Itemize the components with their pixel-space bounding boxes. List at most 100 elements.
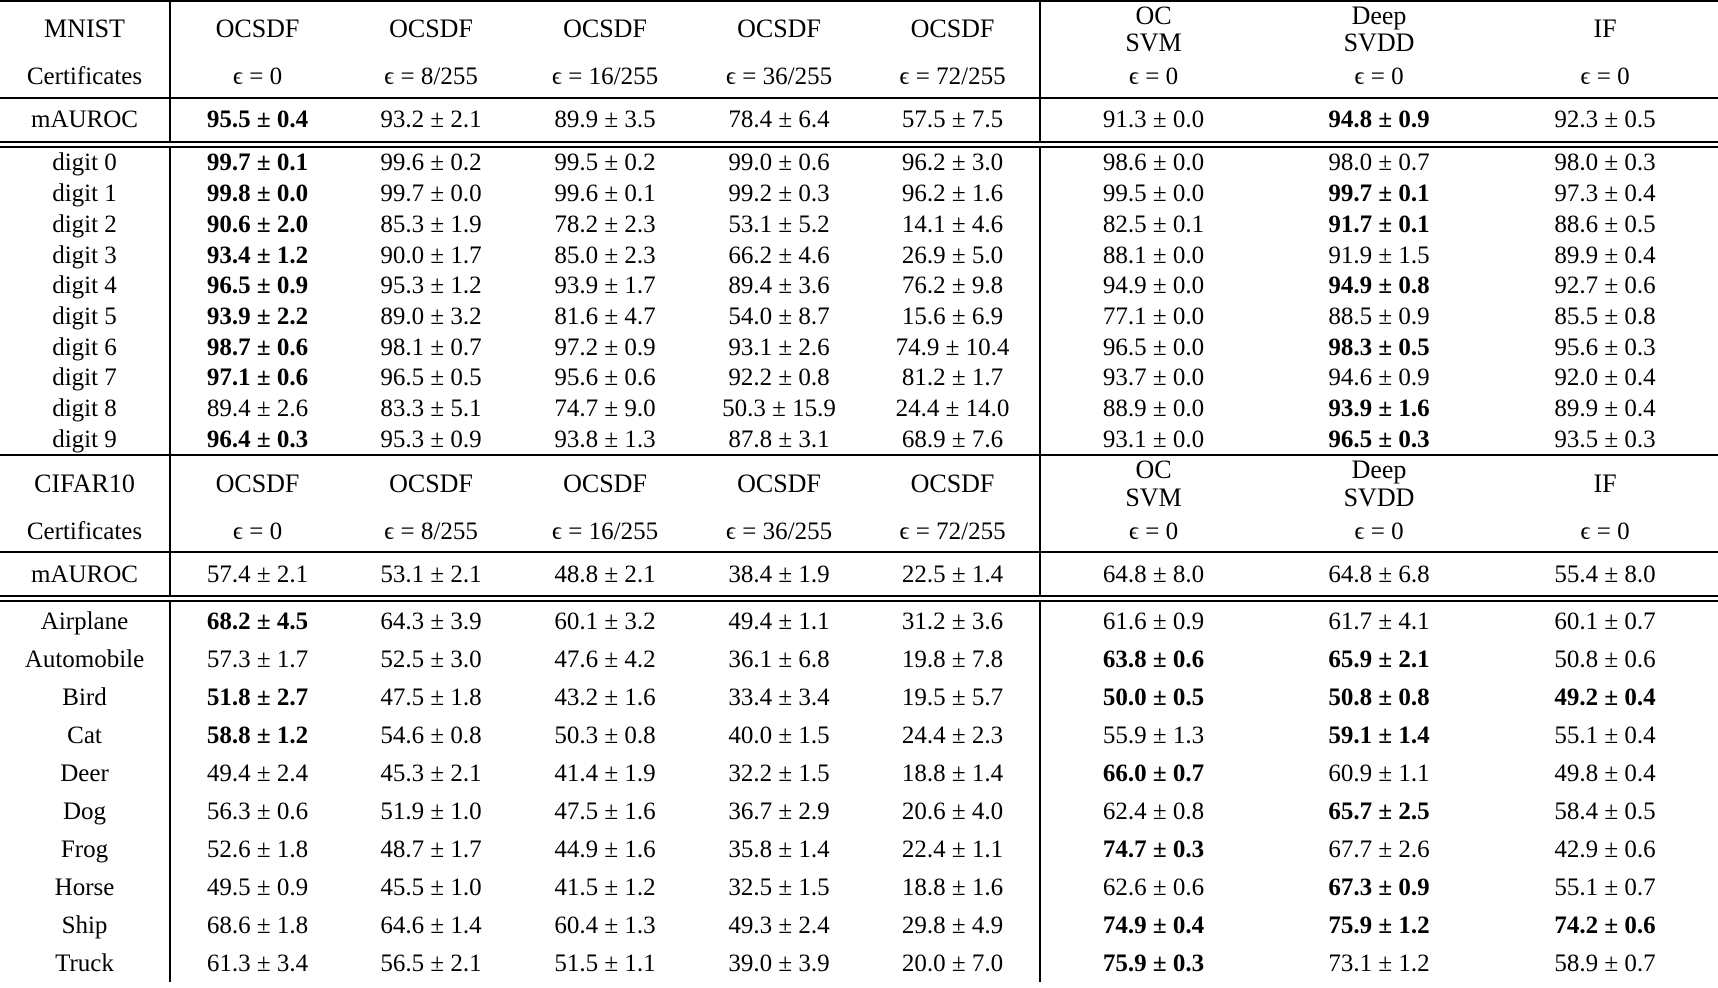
value-cell: 92.3 ± 0.5 xyxy=(1554,106,1656,134)
value-cell: 55.9 ± 1.3 xyxy=(1039,716,1266,755)
value-cell: 95.6 ± 0.6 xyxy=(554,364,656,392)
value-cell: 88.5 ± 0.9 xyxy=(1328,302,1430,330)
value-cell: 49.5 ± 0.9 xyxy=(169,868,344,907)
value-cell: 61.6 ± 0.9 xyxy=(1039,598,1266,641)
table-row: digit 1 99.8 ± 0.0 99.7 ± 0.0 99.6 ± 0.1 99.… xyxy=(0,178,1718,209)
value-cell: 49.2 ± 0.4 xyxy=(1554,683,1656,711)
row-label: digit 5 xyxy=(52,302,117,330)
value-cell: 91.7 ± 0.1 xyxy=(1328,210,1430,238)
value-cell: 85.5 ± 0.8 xyxy=(1554,302,1656,330)
value-cell: 51.8 ± 2.7 xyxy=(169,678,344,717)
table-row: Cat 58.8 ± 1.2 54.6 ± 0.8 50.3 ± 0.8 40.0 ± … xyxy=(0,716,1718,755)
value-cell: 85.3 ± 1.9 xyxy=(380,210,482,238)
value-cell: 18.8 ± 1.4 xyxy=(901,759,1004,787)
value-cell: 58.9 ± 0.7 xyxy=(1554,949,1656,977)
value-cell: 85.0 ± 2.3 xyxy=(554,241,656,269)
value-cell: 57.3 ± 1.7 xyxy=(169,640,344,679)
value-cell: 92.7 ± 0.6 xyxy=(1554,272,1656,300)
value-cell: 90.6 ± 2.0 xyxy=(169,208,344,240)
value-cell: 56.3 ± 0.6 xyxy=(169,792,344,831)
column-header-epsilon: ϵ = 16/255 xyxy=(551,63,659,91)
value-cell: 93.9 ± 1.6 xyxy=(1328,394,1430,422)
value-cell: 92.2 ± 0.8 xyxy=(728,364,830,392)
value-cell: 66.2 ± 4.6 xyxy=(728,241,830,269)
value-cell: 43.2 ± 1.6 xyxy=(554,683,656,711)
value-cell: 50.3 ± 15.9 xyxy=(722,394,836,422)
value-cell: 57.4 ± 2.1 xyxy=(169,552,344,599)
table-row: Truck 61.3 ± 3.4 56.5 ± 2.1 51.5 ± 1.1 39.0 … xyxy=(0,944,1718,983)
value-cell: 99.7 ± 0.1 xyxy=(169,144,344,179)
value-cell: 75.9 ± 1.2 xyxy=(1328,911,1430,939)
value-cell: 89.9 ± 0.4 xyxy=(1554,241,1656,269)
value-cell: 36.7 ± 2.9 xyxy=(728,797,830,825)
value-cell: 89.9 ± 3.5 xyxy=(554,106,656,134)
value-cell: 97.2 ± 0.9 xyxy=(554,333,656,361)
table-row: Bird 51.8 ± 2.7 47.5 ± 1.8 43.2 ± 1.6 33.4 ±… xyxy=(0,678,1718,717)
value-cell: 55.1 ± 0.4 xyxy=(1554,721,1656,749)
value-cell: 98.7 ± 0.6 xyxy=(169,331,344,363)
column-header-model: OCSDF xyxy=(910,468,995,498)
value-cell: 60.9 ± 1.1 xyxy=(1328,759,1430,787)
header-row-epsilon: Certificates ϵ = 0 ϵ = 8/255 ϵ = 16/255 ϵ = … xyxy=(0,511,1718,553)
table-row: digit 4 96.5 ± 0.9 95.3 ± 1.2 93.9 ± 1.7 89.… xyxy=(0,270,1718,302)
value-cell: 96.5 ± 0.0 xyxy=(1039,331,1266,363)
value-cell: 95.3 ± 1.2 xyxy=(380,272,482,300)
value-cell: 52.5 ± 3.0 xyxy=(380,645,482,673)
column-header-epsilon: ϵ = 36/255 xyxy=(725,63,833,91)
value-cell: 68.9 ± 7.6 xyxy=(901,425,1004,453)
column-header-epsilon: ϵ = 0 xyxy=(1580,63,1630,91)
value-cell: 96.5 ± 0.5 xyxy=(380,364,482,392)
value-cell: 62.6 ± 0.6 xyxy=(1039,868,1266,907)
column-header-epsilon: ϵ = 0 xyxy=(169,56,344,98)
row-label: Automobile xyxy=(24,645,145,673)
value-cell: 99.0 ± 0.6 xyxy=(728,149,830,177)
column-header-epsilon: ϵ = 8/255 xyxy=(384,517,478,545)
row-label: Cat xyxy=(67,721,102,749)
value-cell: 45.3 ± 2.1 xyxy=(380,759,482,787)
value-cell: 20.6 ± 4.0 xyxy=(901,797,1004,825)
value-cell: 95.6 ± 0.3 xyxy=(1554,333,1656,361)
value-cell: 98.1 ± 0.7 xyxy=(380,333,482,361)
row-label: mAUROC xyxy=(31,560,138,588)
column-header-model: Deep SVDD xyxy=(1266,1,1492,57)
value-cell: 48.8 ± 2.1 xyxy=(554,560,656,588)
value-cell: 68.2 ± 4.5 xyxy=(169,598,344,641)
value-cell: 58.4 ± 0.5 xyxy=(1554,797,1656,825)
value-cell: 65.9 ± 2.1 xyxy=(1328,645,1430,673)
value-cell: 53.1 ± 5.2 xyxy=(728,210,830,238)
value-cell: 18.8 ± 1.6 xyxy=(901,873,1004,901)
value-cell: 68.6 ± 1.8 xyxy=(169,906,344,945)
header-row-models: MNIST OCSDF OCSDF OCSDF OCSDF OCSDF OC SVM Deep S… xyxy=(0,1,1718,57)
value-cell: 93.1 ± 2.6 xyxy=(728,333,830,361)
value-cell: 89.4 ± 2.6 xyxy=(169,393,344,424)
value-cell: 55.4 ± 8.0 xyxy=(1554,560,1656,588)
value-cell: 58.8 ± 1.2 xyxy=(169,716,344,755)
row-label: digit 9 xyxy=(52,425,117,453)
row-label: digit 3 xyxy=(52,241,117,269)
column-header-model: OCSDF xyxy=(737,14,821,44)
value-cell: 78.4 ± 6.4 xyxy=(728,106,830,134)
value-cell: 94.9 ± 0.0 xyxy=(1039,270,1266,302)
table-row: digit 9 96.4 ± 0.3 95.3 ± 0.9 93.8 ± 1.3 87.… xyxy=(0,423,1718,456)
table-row: Automobile 57.3 ± 1.7 52.5 ± 3.0 47.6 ± 4.2… xyxy=(0,640,1718,679)
table-row: Deer 49.4 ± 2.4 45.3 ± 2.1 41.4 ± 1.9 32.2 ±… xyxy=(0,754,1718,793)
column-header-model-line: SVDD xyxy=(1343,482,1415,512)
value-cell: 39.0 ± 3.9 xyxy=(728,949,830,977)
column-header-epsilon: ϵ = 0 xyxy=(1354,517,1404,545)
value-cell: 93.9 ± 2.2 xyxy=(169,301,344,332)
value-cell: 42.9 ± 0.6 xyxy=(1554,835,1656,863)
column-header-model: OCSDF xyxy=(169,455,344,512)
column-header-epsilon: ϵ = 0 xyxy=(1354,63,1404,91)
value-cell: 97.3 ± 0.4 xyxy=(1554,180,1656,208)
value-cell: 93.7 ± 0.0 xyxy=(1039,362,1266,394)
value-cell: 20.0 ± 7.0 xyxy=(901,949,1004,977)
column-header-model: OCSDF xyxy=(169,1,344,57)
value-cell: 99.2 ± 0.3 xyxy=(728,180,830,208)
value-cell: 78.2 ± 2.3 xyxy=(554,210,656,238)
row-header-label: Certificates xyxy=(26,517,143,545)
value-cell: 75.9 ± 0.3 xyxy=(1039,944,1266,983)
column-header-model: OCSDF xyxy=(737,468,821,498)
value-cell: 59.1 ± 1.4 xyxy=(1328,721,1430,749)
row-label: Frog xyxy=(60,835,109,863)
